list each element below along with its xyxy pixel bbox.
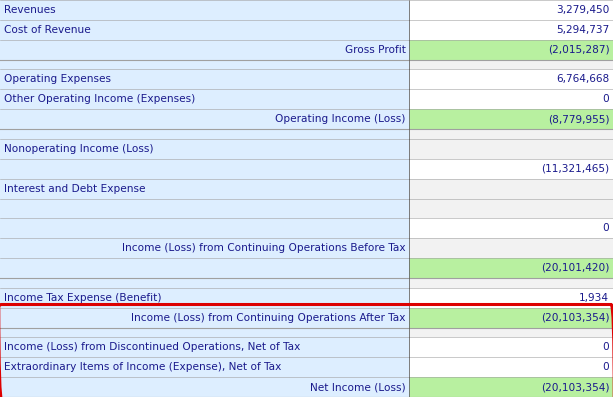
Bar	[409, 159, 613, 179]
Text: Income Tax Expense (Benefit): Income Tax Expense (Benefit)	[4, 293, 161, 303]
Text: 1,934: 1,934	[579, 293, 609, 303]
Bar	[409, 109, 613, 129]
Bar	[409, 20, 613, 40]
Text: 6,764,668: 6,764,668	[556, 74, 609, 85]
Bar	[409, 40, 613, 60]
Bar	[409, 0, 613, 20]
Bar	[0, 328, 409, 337]
Bar	[409, 218, 613, 238]
Bar	[409, 357, 613, 377]
Bar	[409, 60, 613, 69]
Text: (20,101,420): (20,101,420)	[541, 263, 609, 273]
Bar	[0, 179, 409, 198]
Bar	[0, 89, 409, 109]
Bar	[0, 377, 409, 397]
Text: 3,279,450: 3,279,450	[556, 5, 609, 15]
Text: 0: 0	[603, 223, 609, 233]
Bar	[0, 337, 409, 357]
Text: 5,294,737: 5,294,737	[556, 25, 609, 35]
Bar	[409, 328, 613, 337]
Bar	[0, 109, 409, 129]
Text: 0: 0	[603, 342, 609, 353]
Bar	[0, 258, 409, 278]
Bar	[409, 198, 613, 218]
Text: Income (Loss) from Continuing Operations After Tax: Income (Loss) from Continuing Operations…	[131, 312, 406, 323]
Text: Income (Loss) from Continuing Operations Before Tax: Income (Loss) from Continuing Operations…	[122, 243, 406, 253]
Bar	[409, 129, 613, 139]
Bar	[409, 89, 613, 109]
Text: Net Income (Loss): Net Income (Loss)	[310, 382, 406, 392]
Bar	[0, 69, 409, 89]
Bar	[0, 139, 409, 159]
Text: Nonoperating Income (Loss): Nonoperating Income (Loss)	[4, 144, 153, 154]
Bar	[0, 60, 409, 69]
Text: Cost of Revenue: Cost of Revenue	[4, 25, 91, 35]
Text: (20,103,354): (20,103,354)	[541, 312, 609, 323]
Bar	[409, 308, 613, 328]
Bar	[0, 0, 409, 20]
Text: Revenues: Revenues	[4, 5, 55, 15]
Bar	[0, 288, 409, 308]
Bar	[0, 357, 409, 377]
Text: 0: 0	[603, 94, 609, 104]
Bar	[409, 139, 613, 159]
Bar	[0, 159, 409, 179]
Bar	[409, 337, 613, 357]
Text: Operating Income (Loss): Operating Income (Loss)	[275, 114, 406, 124]
Text: Operating Expenses: Operating Expenses	[4, 74, 111, 85]
Bar	[409, 258, 613, 278]
Text: Income (Loss) from Discontinued Operations, Net of Tax: Income (Loss) from Discontinued Operatio…	[4, 342, 300, 353]
Text: (20,103,354): (20,103,354)	[541, 382, 609, 392]
Text: Interest and Debt Expense: Interest and Debt Expense	[4, 183, 145, 194]
Bar	[0, 278, 409, 288]
Bar	[409, 69, 613, 89]
Bar	[409, 238, 613, 258]
Bar	[0, 20, 409, 40]
Bar	[0, 198, 409, 218]
Bar	[0, 129, 409, 139]
Bar	[0, 218, 409, 238]
Text: Gross Profit: Gross Profit	[345, 44, 406, 55]
Bar	[409, 278, 613, 288]
Bar	[409, 377, 613, 397]
Bar	[0, 40, 409, 60]
Text: Other Operating Income (Expenses): Other Operating Income (Expenses)	[4, 94, 195, 104]
Text: 0: 0	[603, 362, 609, 372]
Bar	[409, 288, 613, 308]
Text: Extraordinary Items of Income (Expense), Net of Tax: Extraordinary Items of Income (Expense),…	[4, 362, 281, 372]
Text: (11,321,465): (11,321,465)	[541, 164, 609, 174]
Text: (8,779,955): (8,779,955)	[548, 114, 609, 124]
Bar	[409, 179, 613, 198]
Bar	[0, 308, 409, 328]
Bar	[0, 238, 409, 258]
Text: (2,015,287): (2,015,287)	[547, 44, 609, 55]
